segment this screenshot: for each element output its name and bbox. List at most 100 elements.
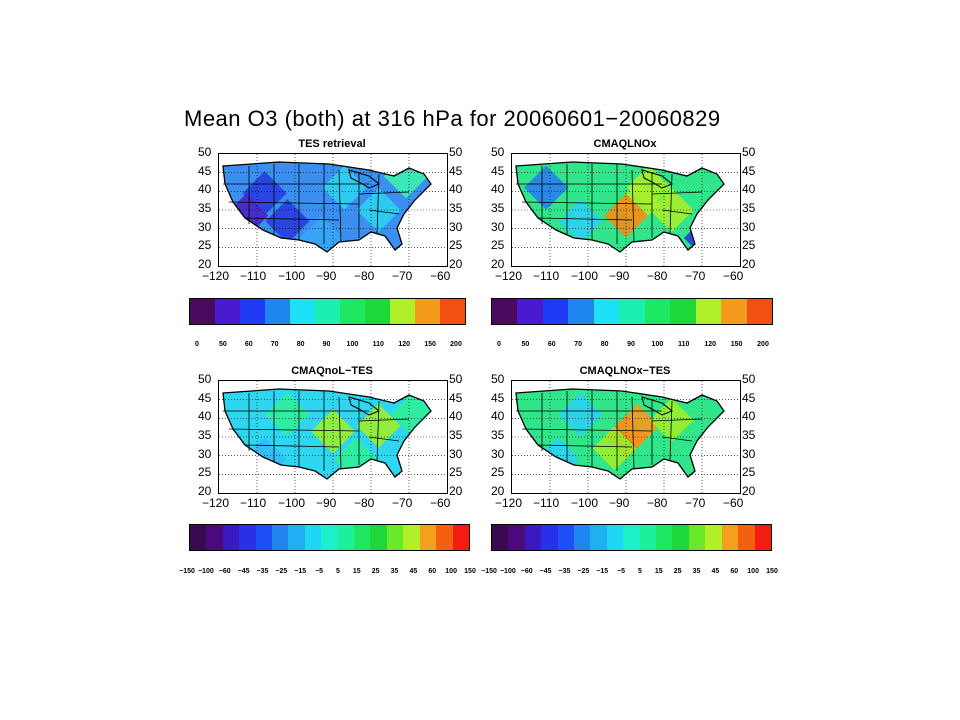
colorbar-segment xyxy=(619,299,645,324)
colorbar-label: −60 xyxy=(520,568,533,575)
colorbar xyxy=(189,298,466,325)
colorbar-segment xyxy=(606,525,624,550)
colorbar-segment xyxy=(222,525,240,550)
lat-tick-label: 20 xyxy=(491,484,505,498)
lat-tick-label: 45 xyxy=(742,163,756,178)
colorbar-segment xyxy=(190,525,207,550)
lat-tick-label: 50 xyxy=(742,145,756,159)
map-panel xyxy=(218,380,448,494)
colorbar-label: 35 xyxy=(692,568,701,575)
lon-tick-label: −90 xyxy=(609,496,630,510)
colorbar-segment xyxy=(695,299,722,324)
colorbar-label: 100 xyxy=(747,568,759,575)
colorbar-label: −25 xyxy=(577,568,590,575)
lat-tick-label: 35 xyxy=(491,428,505,442)
colorbar-label: −150 xyxy=(481,568,497,575)
lat-tick-label: 40 xyxy=(198,409,212,424)
colorbar-segment xyxy=(623,525,640,550)
map-panel xyxy=(511,153,741,267)
colorbar-label: −45 xyxy=(539,568,552,575)
lon-tick-label: −60 xyxy=(723,496,744,510)
lon-tick-label: −120 xyxy=(202,269,230,283)
lon-tick-label: −120 xyxy=(495,496,523,510)
lon-tick-label: −120 xyxy=(202,496,230,510)
colorbar-segment xyxy=(508,525,525,550)
field-patch xyxy=(524,165,569,210)
colorbar-segment xyxy=(517,299,543,324)
map-panel xyxy=(511,380,741,494)
colorbar-label: 60 xyxy=(428,568,437,575)
colorbar-segment xyxy=(190,299,215,324)
colorbar-label: 90 xyxy=(627,341,635,348)
colorbar-segment xyxy=(656,525,673,550)
colorbar-segment xyxy=(542,299,569,324)
colorbar-segment xyxy=(524,525,542,550)
lat-tick-label: 30 xyxy=(491,446,505,461)
colorbar-label: 100 xyxy=(445,568,457,575)
colorbar-segment xyxy=(492,525,509,550)
colorbar-segment xyxy=(440,299,465,324)
lon-tick-label: −120 xyxy=(495,269,523,283)
colorbar xyxy=(491,298,773,325)
colorbar-label: 5 xyxy=(637,568,642,575)
lat-tick-label: 50 xyxy=(491,372,505,386)
colorbar-label: −45 xyxy=(237,568,250,575)
lon-tick-label: −80 xyxy=(354,269,375,283)
colorbar-label: −150 xyxy=(179,568,195,575)
field-patch xyxy=(592,426,637,471)
lat-tick-label: 35 xyxy=(449,201,463,215)
panel-title: CMAQnoL−TES xyxy=(291,365,373,377)
colorbar-label: 15 xyxy=(352,568,361,575)
colorbar-segment xyxy=(337,525,355,550)
lat-tick-label: 30 xyxy=(742,219,756,234)
lat-tick-label: 20 xyxy=(742,484,756,498)
lat-tick-label: 40 xyxy=(449,182,463,197)
lat-tick-label: 35 xyxy=(491,201,505,215)
field-patch xyxy=(516,227,557,252)
lon-tick-label: −60 xyxy=(430,496,451,510)
lon-tick-label: −90 xyxy=(609,269,630,283)
colorbar-segment xyxy=(215,299,240,324)
colorbar-label: 60 xyxy=(244,341,253,348)
lat-tick-label: 30 xyxy=(198,219,212,234)
coastline xyxy=(222,388,432,480)
lon-tick-label: −70 xyxy=(685,496,706,510)
lat-tick-label: 45 xyxy=(491,390,505,405)
field-patch xyxy=(223,227,264,252)
colorbar-segment xyxy=(436,525,453,550)
colorbar xyxy=(491,524,772,551)
lat-tick-label: 35 xyxy=(449,428,463,442)
lon-tick-label: −90 xyxy=(316,496,337,510)
colorbar-label: 5 xyxy=(335,568,340,575)
colorbar-segment xyxy=(386,525,404,550)
map-canvas xyxy=(512,381,740,493)
lat-tick-label: 50 xyxy=(449,372,463,386)
colorbar-label: 110 xyxy=(678,341,690,348)
lat-tick-label: 50 xyxy=(198,372,212,386)
colorbar-segment xyxy=(574,525,591,550)
field-patch xyxy=(626,165,671,210)
colorbar-label: 60 xyxy=(730,568,739,575)
great-lakes xyxy=(641,396,673,416)
colorbar-label: 120 xyxy=(704,341,717,348)
lat-tick-label: 20 xyxy=(198,257,212,271)
colorbar-segment xyxy=(593,299,620,324)
colorbar-segment xyxy=(568,299,594,324)
lat-tick-label: 45 xyxy=(449,390,463,405)
panel-title: TES retrieval xyxy=(298,138,366,150)
colorbar-label: −15 xyxy=(294,568,307,575)
lat-tick-label: 30 xyxy=(742,446,756,461)
lat-tick-label: 45 xyxy=(742,390,756,405)
lon-tick-label: −80 xyxy=(354,496,375,510)
lat-tick-label: 40 xyxy=(742,409,756,424)
colorbar-label: −5 xyxy=(617,568,626,575)
colorbar-label: −5 xyxy=(315,568,324,575)
colorbar-label: 50 xyxy=(218,341,227,348)
lat-tick-label: 30 xyxy=(449,219,463,234)
state-borders xyxy=(223,391,410,471)
colorbar-segment xyxy=(272,525,289,550)
colorbar-segment xyxy=(255,525,273,550)
colorbar-label: 25 xyxy=(673,568,682,575)
panel-title: CMAQLNOx xyxy=(593,138,657,150)
colorbar-label: 150 xyxy=(730,341,743,348)
